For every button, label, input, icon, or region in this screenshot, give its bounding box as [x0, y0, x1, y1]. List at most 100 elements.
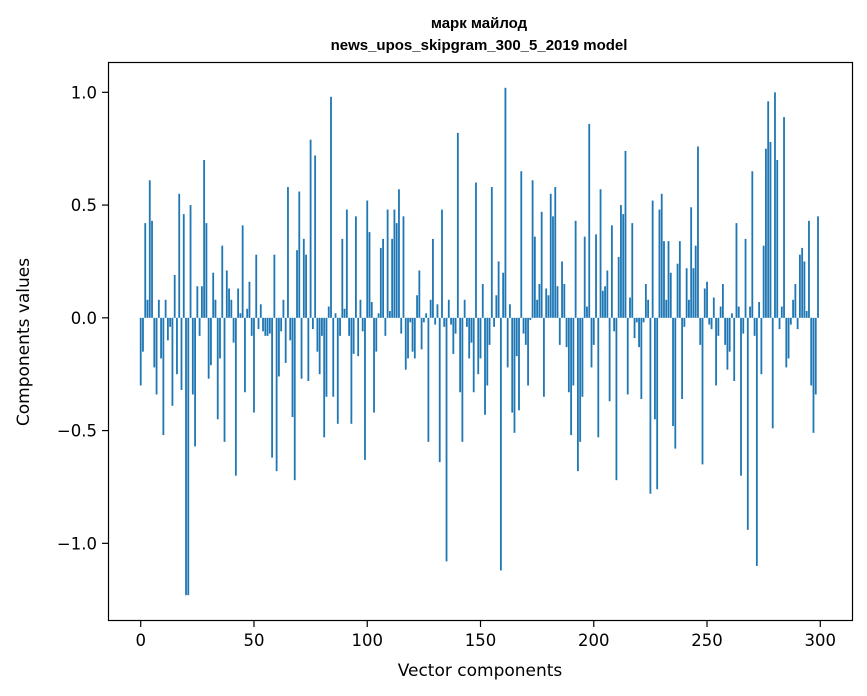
y-tick-label: 0.0	[71, 309, 97, 328]
bar-295	[808, 220, 810, 318]
bar-100	[366, 200, 369, 318]
bar-13	[169, 317, 172, 327]
y-tick-label: −0.5	[57, 422, 97, 441]
bar-195	[581, 317, 584, 397]
bar-41	[232, 317, 235, 343]
bar-281	[776, 159, 779, 318]
bar-245	[694, 245, 697, 318]
bar-215	[626, 317, 629, 395]
bar-225	[649, 317, 652, 494]
bar-226	[651, 200, 654, 318]
bar-228	[656, 317, 659, 490]
bar-244	[692, 268, 695, 318]
bar-189	[567, 317, 570, 393]
bar-268	[746, 317, 749, 530]
bar-107	[382, 238, 384, 318]
bar-77	[314, 155, 317, 318]
x-axis-ticks: 0 50 100 150 200 250 300	[135, 620, 836, 650]
bar-238	[678, 241, 681, 318]
bar-3	[146, 299, 149, 318]
bar-275	[762, 245, 765, 318]
bar-239	[681, 317, 684, 399]
bar-200	[592, 317, 595, 345]
bar-196	[583, 236, 586, 318]
bar-15	[173, 274, 176, 318]
bar-220	[638, 317, 640, 348]
bar-183	[554, 187, 557, 318]
bar-24	[194, 317, 196, 447]
bar-193	[577, 317, 579, 472]
bar-43	[237, 288, 240, 318]
chart-title-line-2: news_upos_skipgram_300_5_2019 model	[331, 37, 628, 54]
bar-236	[674, 317, 677, 449]
bar-52	[257, 317, 260, 330]
bar-70	[298, 191, 301, 318]
bar-159	[499, 317, 502, 571]
bar-75	[309, 139, 312, 318]
bar-235	[672, 317, 674, 427]
bar-175	[536, 299, 539, 318]
bar-164	[511, 317, 514, 413]
bar-76	[311, 317, 314, 330]
bar-284	[783, 117, 785, 318]
bar-202	[597, 317, 600, 438]
bar-59	[273, 254, 276, 318]
bar-198	[588, 123, 591, 318]
bar-191	[572, 317, 575, 386]
bar-197	[586, 306, 588, 318]
bar-223	[644, 284, 647, 318]
bar-291	[798, 254, 801, 318]
bar-124	[420, 317, 423, 350]
bar-34	[216, 317, 219, 420]
bar-160	[502, 272, 505, 318]
x-tick-label: 250	[691, 631, 723, 650]
bar-176	[538, 284, 541, 318]
bar-201	[595, 234, 597, 318]
bar-138	[452, 317, 455, 354]
bar-95	[355, 216, 357, 318]
chart-title-line-1: марк майлод	[431, 15, 528, 32]
bar-139	[454, 317, 457, 334]
bar-214	[624, 150, 627, 318]
bar-278	[769, 141, 772, 318]
bar-51	[255, 254, 258, 318]
bar-153	[486, 317, 489, 386]
plot-frame	[107, 61, 854, 622]
bar-31	[210, 317, 212, 366]
bar-119	[409, 317, 412, 323]
bar-5	[151, 220, 153, 318]
bar-128	[429, 299, 432, 318]
bar-206	[606, 270, 609, 318]
bar-219	[635, 317, 638, 323]
bar-130	[434, 317, 437, 325]
bar-1	[142, 317, 144, 352]
bar-118	[407, 317, 409, 359]
bar-188	[565, 317, 568, 348]
bar-83	[327, 306, 330, 318]
bar-150	[479, 317, 482, 359]
bar-2	[144, 223, 147, 318]
bar-297	[812, 317, 815, 433]
bar-35	[219, 317, 221, 359]
bar-73	[305, 254, 307, 318]
bar-282	[778, 317, 781, 330]
bar-90	[343, 308, 346, 318]
bar-211	[617, 256, 620, 318]
bar-22	[189, 205, 192, 318]
bar-46	[244, 317, 246, 393]
bar-108	[384, 317, 387, 336]
bar-187	[563, 284, 566, 318]
bar-296	[810, 317, 813, 386]
bar-166	[515, 317, 518, 357]
bar-288	[792, 299, 795, 318]
bar-96	[357, 317, 360, 357]
bar-192	[574, 220, 577, 318]
bar-289	[794, 284, 797, 318]
bar-259	[726, 317, 729, 370]
bar-69	[296, 250, 298, 318]
bar-177	[540, 211, 543, 318]
bar-261	[731, 313, 733, 318]
bar-137	[450, 317, 452, 325]
bar-29	[205, 223, 208, 318]
bar-182	[552, 216, 554, 318]
